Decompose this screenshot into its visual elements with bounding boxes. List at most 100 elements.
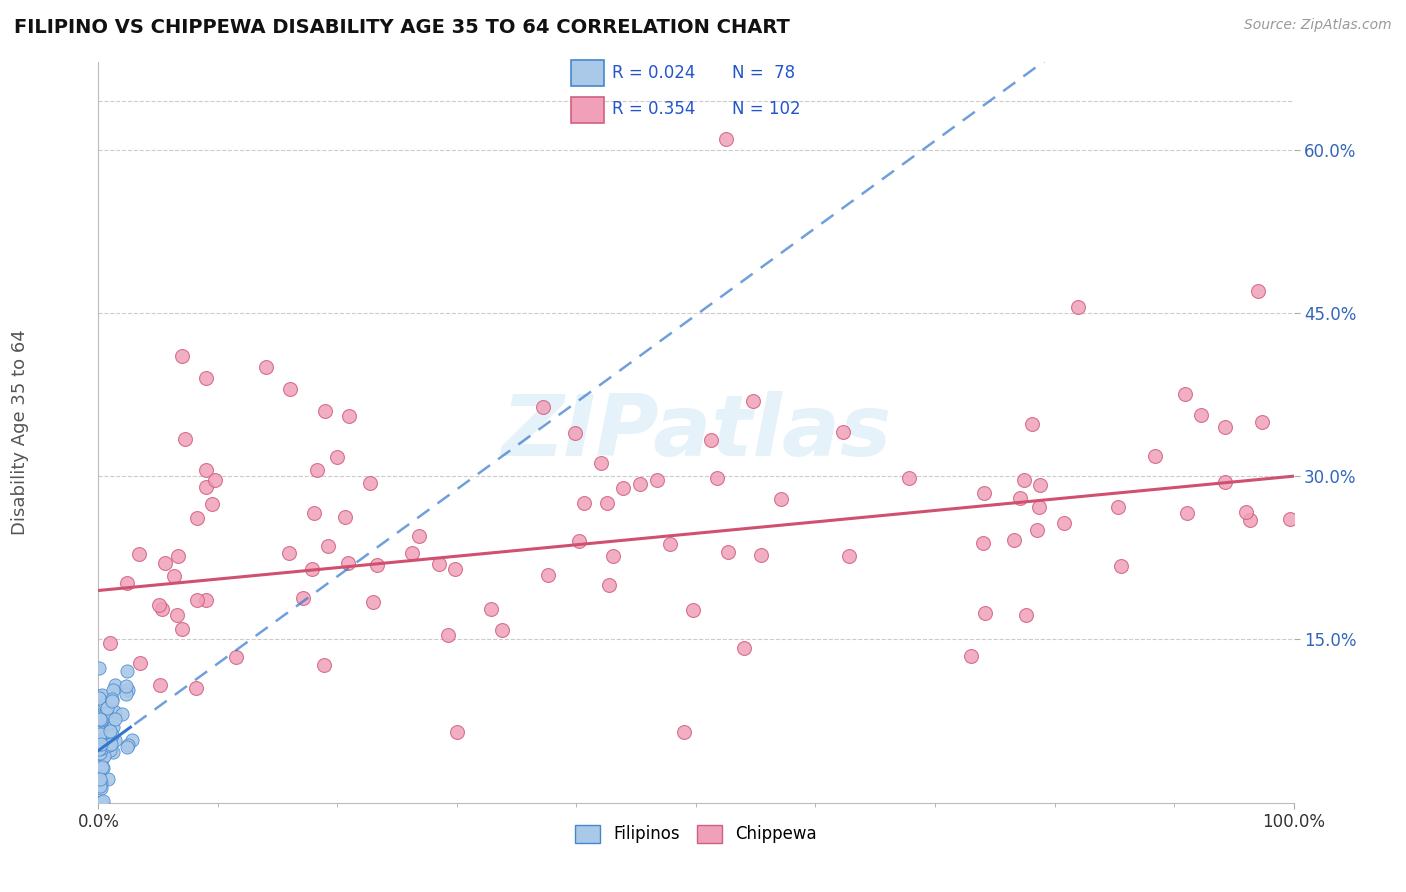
Point — [1021, 417, 1043, 432]
Point — [96, 706, 118, 721]
Point — [94, 725, 117, 739]
Point — [103, 682, 125, 697]
Point — [1247, 284, 1270, 298]
Point — [568, 534, 591, 549]
Point — [647, 473, 669, 487]
Point — [195, 371, 218, 385]
Point — [101, 720, 124, 734]
Point — [1067, 301, 1090, 315]
Point — [682, 603, 704, 617]
Point — [254, 360, 277, 375]
Point — [90, 737, 112, 751]
Point — [318, 539, 340, 553]
Point — [89, 690, 111, 705]
Point — [194, 593, 217, 607]
Point — [366, 558, 388, 572]
Point — [658, 536, 681, 550]
Point — [1015, 608, 1038, 623]
Point — [1239, 513, 1261, 527]
Point — [479, 601, 502, 615]
Point — [537, 568, 560, 582]
Point — [361, 595, 384, 609]
Point — [163, 568, 186, 582]
Point — [444, 561, 467, 575]
Point — [184, 681, 207, 696]
Point — [1215, 420, 1237, 434]
Point — [1010, 491, 1032, 505]
Point — [117, 682, 139, 697]
Point — [612, 481, 634, 495]
Point — [121, 733, 143, 747]
Point — [838, 549, 860, 564]
Point — [359, 475, 381, 490]
Point — [89, 737, 111, 751]
Point — [336, 556, 359, 570]
Point — [89, 750, 111, 764]
Point — [1002, 533, 1025, 547]
Point — [90, 728, 112, 742]
Legend: Filipinos, Chippewa: Filipinos, Chippewa — [568, 818, 824, 850]
Point — [333, 510, 356, 524]
Point — [101, 691, 124, 706]
Point — [148, 598, 170, 612]
Point — [89, 779, 111, 793]
Point — [706, 471, 728, 485]
Point — [93, 747, 115, 762]
Point — [103, 733, 125, 747]
Point — [94, 731, 117, 745]
Point — [195, 480, 218, 494]
Point — [89, 745, 111, 759]
Point — [401, 546, 423, 560]
Point — [429, 557, 451, 571]
Point — [292, 591, 315, 605]
Point — [90, 742, 112, 756]
Point — [89, 757, 111, 772]
Point — [89, 712, 111, 726]
Point — [172, 622, 194, 636]
Point — [533, 401, 555, 415]
Point — [315, 404, 337, 418]
Point — [1026, 523, 1049, 537]
Point — [960, 648, 983, 663]
Point — [91, 708, 114, 723]
Point — [98, 636, 121, 650]
Point — [101, 694, 124, 708]
Point — [305, 463, 328, 477]
Point — [437, 627, 460, 641]
Point — [87, 770, 110, 784]
Point — [166, 607, 188, 622]
Point — [115, 739, 138, 754]
Point — [1278, 512, 1301, 526]
Point — [114, 687, 136, 701]
Bar — [571, 61, 603, 87]
Point — [596, 496, 619, 510]
Point — [628, 477, 651, 491]
Point — [742, 394, 765, 409]
Point — [93, 695, 115, 709]
Point — [89, 661, 111, 675]
Point — [591, 456, 613, 470]
Point — [717, 544, 740, 558]
Point — [278, 382, 301, 396]
Point — [673, 725, 696, 739]
Point — [96, 701, 118, 715]
Point — [973, 486, 995, 500]
Point — [98, 743, 121, 757]
Point — [100, 724, 122, 739]
Point — [89, 756, 111, 770]
Text: R = 0.024: R = 0.024 — [612, 64, 695, 82]
Point — [1012, 473, 1035, 487]
Point — [301, 562, 323, 576]
Text: Source: ZipAtlas.com: Source: ZipAtlas.com — [1244, 18, 1392, 32]
Point — [91, 711, 114, 725]
Point — [89, 733, 111, 747]
Point — [1109, 558, 1132, 573]
Point — [91, 740, 114, 755]
Point — [96, 725, 118, 739]
Point — [104, 706, 127, 720]
Point — [90, 776, 112, 790]
Point — [101, 728, 124, 742]
Point — [898, 471, 921, 485]
Point — [87, 741, 110, 756]
Point — [91, 760, 114, 774]
